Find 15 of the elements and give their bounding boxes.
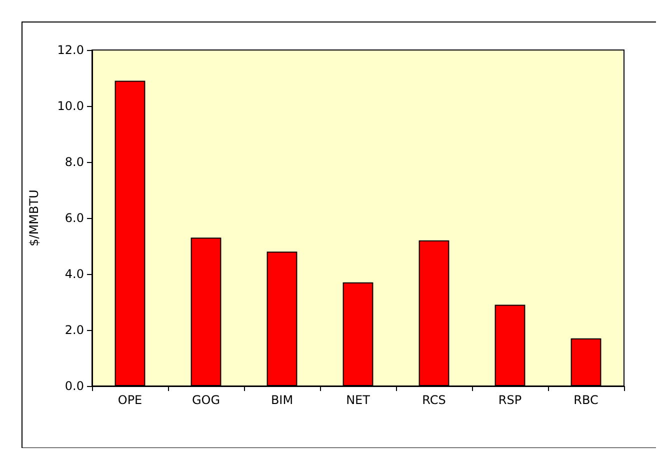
y-tick-label: 6.0 bbox=[64, 211, 84, 225]
x-tick-label: OPE bbox=[118, 393, 142, 407]
x-tick-label: RSP bbox=[498, 393, 522, 407]
y-tick-label: 12.0 bbox=[57, 43, 84, 57]
x-tick-label: BIM bbox=[270, 393, 294, 407]
x-tick-label: NET bbox=[346, 393, 371, 407]
y-axis-title: $/MMBTU bbox=[27, 190, 41, 246]
y-tick-label: 8.0 bbox=[64, 155, 84, 169]
y-tick-label: 2.0 bbox=[64, 323, 84, 337]
x-tick-label: GOG bbox=[192, 393, 220, 407]
x-tick-label: RBC bbox=[574, 393, 598, 407]
y-tick-label: 4.0 bbox=[64, 267, 84, 281]
x-tick-label: RCS bbox=[422, 393, 446, 407]
y-tick-label: 10.0 bbox=[57, 99, 84, 113]
y-tick-label: 0.0 bbox=[64, 379, 84, 393]
